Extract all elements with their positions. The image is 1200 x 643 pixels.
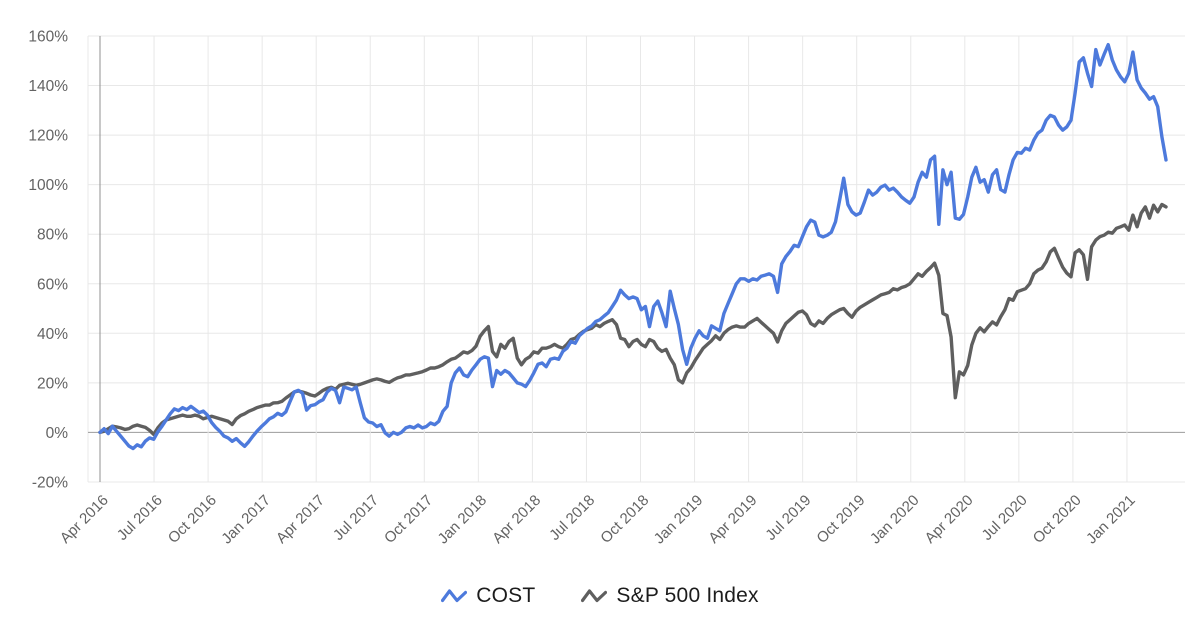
x-tick-label: Apr 2020 (922, 492, 977, 547)
x-tick-label: Jan 2019 (651, 492, 707, 548)
x-tick-label: Apr 2017 (273, 492, 328, 547)
x-tick-label: Jan 2021 (1083, 492, 1139, 548)
legend-item-cost[interactable]: COST (441, 584, 535, 608)
x-tick-label: Jan 2017 (218, 492, 274, 548)
x-tick-label: Jan 2018 (435, 492, 491, 548)
y-tick-label: 100% (28, 177, 68, 194)
x-tick-label: Oct 2019 (813, 492, 868, 547)
s-p-500-index-line[interactable] (98, 202, 1168, 437)
cost-line[interactable] (98, 43, 1168, 451)
x-tick-label: Jul 2020 (979, 492, 1031, 544)
x-tick-label: Jul 2017 (330, 492, 382, 544)
legend-label-cost: COST (476, 584, 536, 607)
legend-label-sp500: S&P 500 Index (616, 584, 759, 607)
cost-line-zigzag-icon (441, 589, 468, 603)
x-tick-label: Jul 2016 (114, 492, 166, 544)
x-tick-label: Oct 2020 (1030, 492, 1085, 547)
x-tick-label: Jul 2018 (546, 492, 598, 544)
y-tick-label: 40% (37, 326, 68, 343)
y-tick-label: 80% (37, 227, 68, 244)
x-tick-label: Jul 2019 (762, 492, 814, 544)
x-tick-label: Jan 2020 (867, 492, 923, 548)
line-chart-canvas: 160%140%120%100%80%60%40%20%0%-20%Apr 20… (28, 29, 1185, 548)
x-tick-label: Apr 2018 (489, 492, 544, 547)
y-tick-label: 140% (28, 78, 68, 95)
x-tick-label: Oct 2017 (381, 492, 436, 547)
x-tick-label: Apr 2016 (57, 492, 112, 547)
x-tick-label: Oct 2018 (597, 492, 652, 547)
y-tick-label: 20% (37, 375, 68, 392)
y-tick-label: 0% (46, 425, 69, 442)
x-tick-label: Apr 2019 (705, 492, 760, 547)
y-tick-label: 120% (28, 128, 68, 145)
y-tick-label: 160% (28, 29, 68, 46)
chart-legend: COST S&P 500 Index (0, 584, 1200, 608)
y-tick-label: 60% (37, 276, 68, 293)
y-tick-label: -20% (32, 474, 68, 491)
legend-item-sp500[interactable]: S&P 500 Index (581, 584, 759, 608)
sp500-line-zigzag-icon (581, 589, 608, 603)
x-tick-label: Oct 2016 (165, 492, 220, 547)
